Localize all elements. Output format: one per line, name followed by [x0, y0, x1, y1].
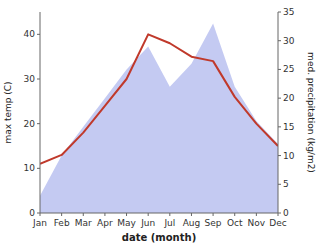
- x-tick-label: Apr: [97, 218, 113, 228]
- y2-tick-label: 35: [283, 7, 294, 17]
- x-tick-label: Nov: [248, 218, 266, 228]
- x-tick: [213, 213, 214, 216]
- y2-tick: [278, 98, 281, 99]
- precip-area: [40, 23, 278, 213]
- y2-tick-label: 25: [283, 64, 294, 74]
- x-tick: [61, 213, 62, 216]
- y-tick: [37, 123, 40, 124]
- x-tick-label: May: [117, 218, 136, 228]
- y2-tick: [278, 155, 281, 156]
- x-tick-label: Feb: [54, 218, 70, 228]
- y-axis-line: [40, 12, 41, 213]
- y2-tick: [278, 184, 281, 185]
- y2-tick-label: 5: [283, 179, 289, 189]
- y-tick: [37, 213, 40, 214]
- x-tick-label: Aug: [183, 218, 201, 228]
- y2-axis-line: [278, 12, 279, 213]
- y-tick-label: 30: [24, 74, 36, 84]
- y-tick-label: 40: [24, 29, 36, 39]
- x-tick-label: Jan: [32, 218, 47, 228]
- y2-tick-label: 15: [283, 122, 294, 132]
- x-tick: [256, 213, 257, 216]
- x-tick-label: Jul: [163, 218, 175, 228]
- y2-tick: [278, 69, 281, 70]
- y-tick-label: 20: [24, 119, 36, 129]
- y2-axis-title: med. precipitation (kg/m2): [306, 52, 316, 173]
- x-tick: [234, 213, 235, 216]
- x-tick: [126, 213, 127, 216]
- x-axis-title: date (month): [122, 232, 196, 243]
- x-tick-label: Oct: [227, 218, 243, 228]
- chart-svg: JanFebMarAprMayJunJulAugSepOctNovDec0102…: [0, 0, 318, 247]
- y2-tick: [278, 12, 281, 13]
- chart-container: JanFebMarAprMayJunJulAugSepOctNovDec0102…: [0, 0, 318, 247]
- y-tick-label: 10: [24, 163, 36, 173]
- x-tick: [83, 213, 84, 216]
- x-tick-label: Jun: [140, 218, 155, 228]
- y-tick: [37, 79, 40, 80]
- x-tick-label: Mar: [75, 218, 92, 228]
- axes: JanFebMarAprMayJunJulAugSepOctNovDec0102…: [24, 7, 295, 228]
- y-tick-label: 0: [29, 208, 35, 218]
- temp-line: [40, 34, 278, 164]
- y2-tick-label: 30: [283, 36, 295, 46]
- x-axis-line: [40, 213, 278, 214]
- y2-tick: [278, 126, 281, 127]
- y-tick: [37, 168, 40, 169]
- x-tick-label: Dec: [269, 218, 286, 228]
- y-axis-title: max temp (C): [3, 81, 13, 143]
- y-tick: [37, 34, 40, 35]
- y2-tick-label: 20: [283, 93, 295, 103]
- plot-area: [40, 23, 278, 213]
- x-tick: [104, 213, 105, 216]
- x-tick: [148, 213, 149, 216]
- y2-tick: [278, 40, 281, 41]
- x-tick-label: Sep: [205, 218, 222, 228]
- x-tick: [191, 213, 192, 216]
- y2-tick-label: 0: [283, 208, 289, 218]
- y2-tick-label: 10: [283, 151, 295, 161]
- x-tick: [169, 213, 170, 216]
- y2-tick: [278, 213, 281, 214]
